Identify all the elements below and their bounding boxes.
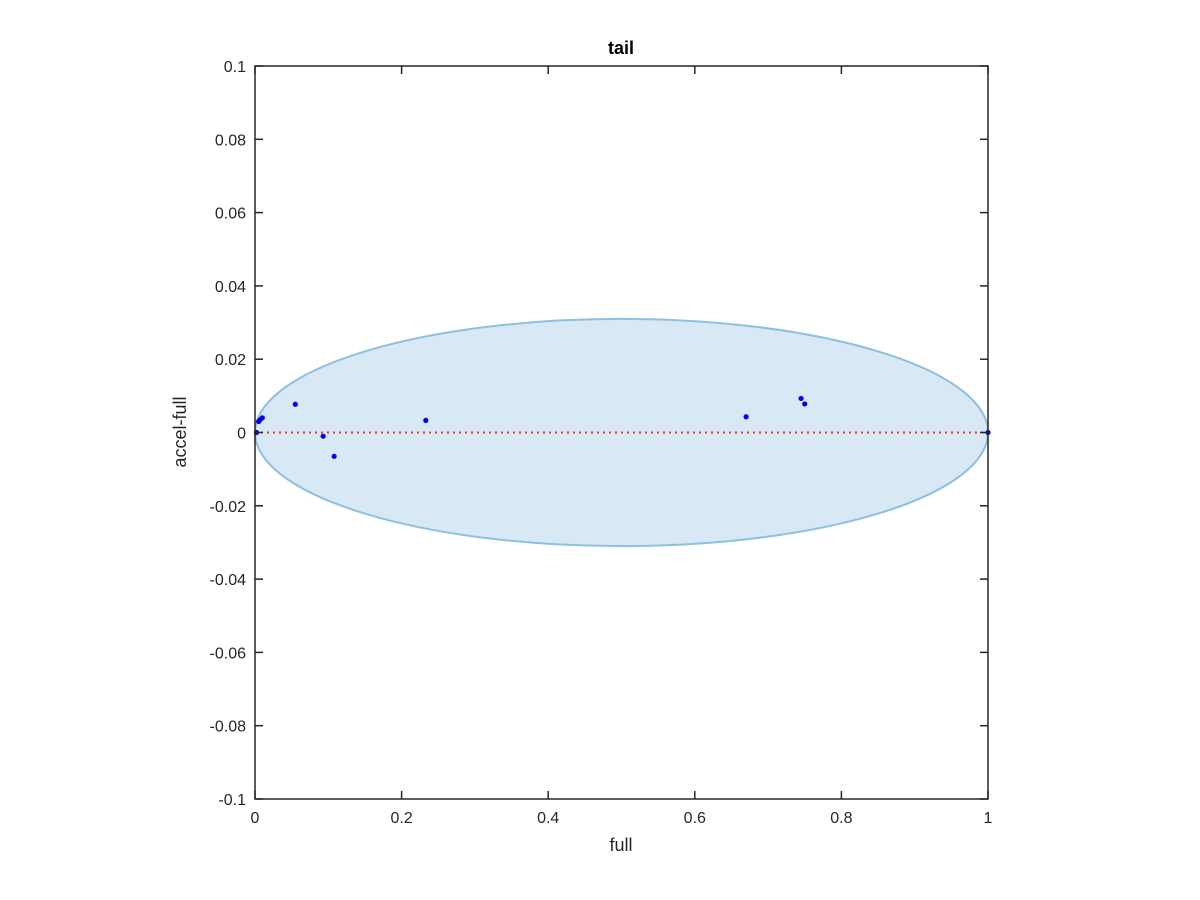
data-point-5 [320, 433, 326, 439]
data-point-6 [331, 453, 337, 459]
y-tick-label-6: 0.02 [215, 352, 246, 369]
plot-area [253, 317, 991, 548]
y-axis-label: accel-full [170, 396, 190, 467]
y-tick-label-2: -0.06 [210, 645, 247, 662]
data-point-10 [802, 401, 808, 407]
x-tick-label-1: 0.2 [390, 810, 412, 827]
x-tick-label-2: 0.4 [537, 810, 559, 827]
data-point-9 [798, 395, 804, 402]
y-tick-label-8: 0.06 [215, 206, 246, 223]
x-tick-label-0: 0 [251, 810, 260, 827]
y-tick-label-3: -0.04 [210, 572, 247, 589]
y-tick-label-9: 0.08 [215, 132, 246, 149]
x-tick-label-3: 0.6 [684, 810, 706, 827]
data-point-4 [292, 401, 298, 407]
chart-title: tail [608, 38, 634, 58]
y-tick-label-0: -0.1 [218, 792, 246, 809]
x-axis-label: full [609, 835, 632, 855]
data-point-3 [259, 415, 265, 421]
data-point-7 [423, 417, 429, 424]
y-tick-label-4: -0.02 [210, 499, 247, 516]
axes: 0 0.2 0.4 0.6 0.8 1 -0.1 -0.08 -0.06 -0.04 -0.02 0 0… [210, 59, 993, 827]
x-tick-label-5: 1 [984, 810, 993, 827]
y-tick-label-5: 0 [237, 426, 246, 443]
y-tick-label-1: -0.08 [210, 719, 247, 736]
y-tick-label-10: 0.1 [224, 59, 246, 76]
data-point-8 [743, 414, 749, 420]
y-tick-label-7: 0.04 [215, 279, 246, 296]
x-tick-label-4: 0.8 [830, 810, 852, 827]
